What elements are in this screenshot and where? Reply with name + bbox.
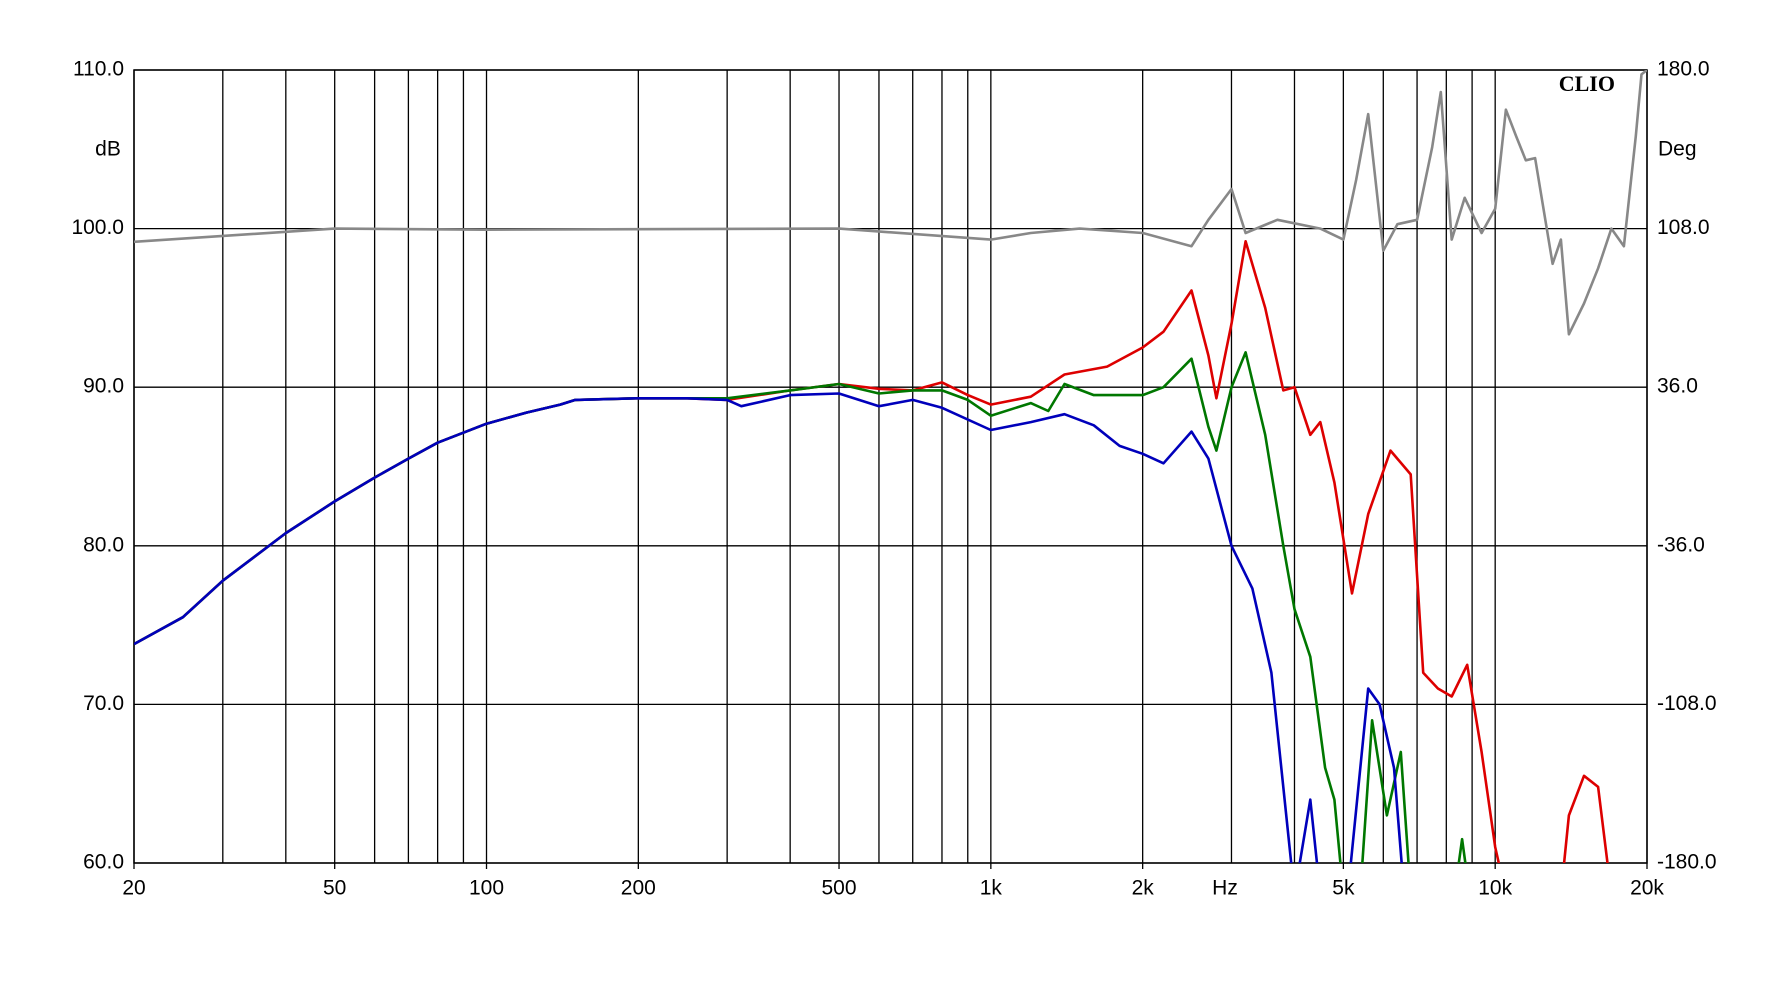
x-tick-label: 20	[122, 877, 145, 900]
x-tick-label: 500	[822, 877, 857, 900]
x-tick-label: 1k	[980, 877, 1003, 900]
x-tick-label: 100	[469, 877, 504, 900]
y-tick-label: 80.0	[83, 533, 124, 556]
y2-axis-label: Deg	[1658, 138, 1697, 161]
y2-tick-label: -36.0	[1657, 533, 1705, 556]
y2-tick-label: -180.0	[1657, 851, 1717, 874]
y2-tick-label: 36.0	[1657, 375, 1698, 398]
y-tick-label: 70.0	[83, 692, 124, 715]
x-tick-label: 20k	[1630, 877, 1664, 900]
y-tick-label: 60.0	[83, 851, 124, 874]
y-tick-label: 100.0	[71, 216, 124, 239]
plot-area	[134, 70, 1647, 863]
x-tick-label: 10k	[1478, 877, 1512, 900]
y2-tick-label: 180.0	[1657, 58, 1710, 81]
series-line	[134, 392, 1403, 863]
watermark: CLIO	[1559, 71, 1615, 96]
x-tick-label: 2k	[1132, 877, 1155, 900]
x-tick-label: 200	[621, 877, 656, 900]
x-axis-label: Hz	[1212, 877, 1238, 900]
y-axis-label: dB	[95, 138, 121, 161]
series-line	[134, 70, 1647, 336]
x-tick-label: 50	[323, 877, 346, 900]
y-tick-label: 90.0	[83, 375, 124, 398]
plot-border	[133, 69, 1648, 864]
y2-tick-label: -108.0	[1657, 692, 1717, 715]
y2-tick-label: 108.0	[1657, 216, 1710, 239]
x-tick-label: 5k	[1332, 877, 1355, 900]
y-tick-label: 110.0	[73, 58, 124, 81]
